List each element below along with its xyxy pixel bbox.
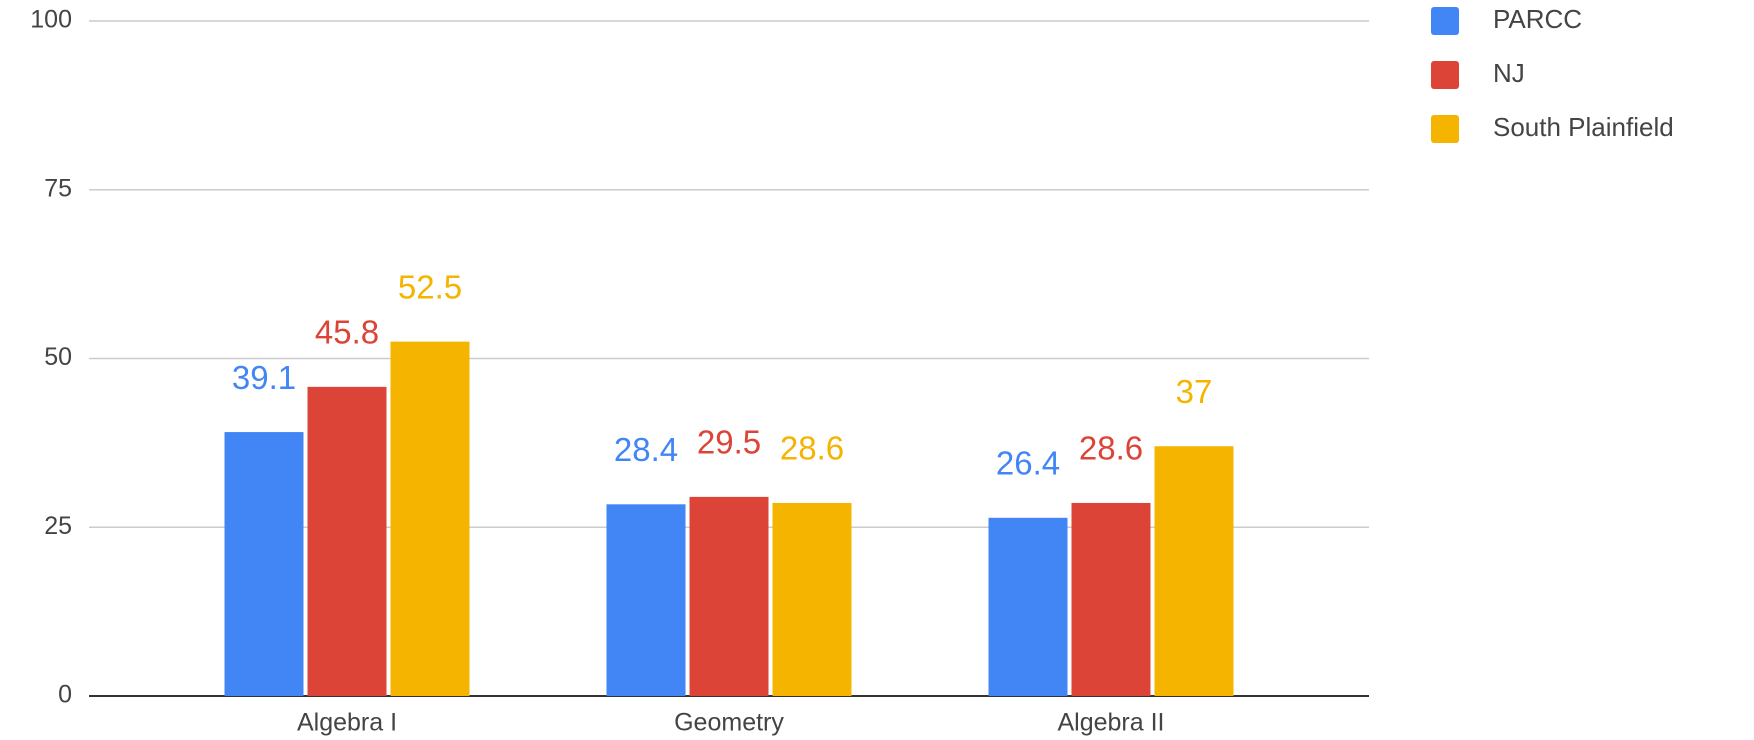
data-label: 28.4 <box>614 431 678 468</box>
y-tick-label: 50 <box>44 343 72 371</box>
bar <box>689 496 769 696</box>
data-label: 28.6 <box>1079 430 1143 467</box>
y-tick-label: 100 <box>30 6 72 34</box>
legend-swatch <box>1431 7 1459 35</box>
data-label: 45.8 <box>315 314 379 351</box>
bar <box>390 341 470 696</box>
bar <box>224 432 304 696</box>
legend-swatch <box>1431 115 1459 143</box>
legend-label: PARCC <box>1493 4 1582 34</box>
legend-swatch <box>1431 61 1459 89</box>
legend-label: NJ <box>1493 58 1525 88</box>
bar <box>606 504 686 696</box>
data-label: 29.5 <box>697 424 761 461</box>
bar <box>1071 502 1151 696</box>
y-tick-label: 75 <box>44 174 72 202</box>
x-tick-label: Algebra I <box>297 709 397 737</box>
data-label: 39.1 <box>232 359 296 396</box>
data-label: 28.6 <box>780 430 844 467</box>
bar <box>307 386 387 696</box>
data-label: 26.4 <box>996 445 1060 482</box>
y-tick-label: 25 <box>44 512 72 540</box>
bar <box>988 517 1068 696</box>
bar <box>772 502 852 696</box>
legend-label: South Plainfield <box>1493 112 1674 142</box>
x-tick-label: Algebra II <box>1057 709 1164 737</box>
y-tick-label: 0 <box>58 681 72 709</box>
bar <box>1154 446 1234 696</box>
data-label: 52.5 <box>398 268 462 305</box>
x-tick-label: Geometry <box>674 709 784 737</box>
data-label: 37 <box>1176 373 1213 410</box>
